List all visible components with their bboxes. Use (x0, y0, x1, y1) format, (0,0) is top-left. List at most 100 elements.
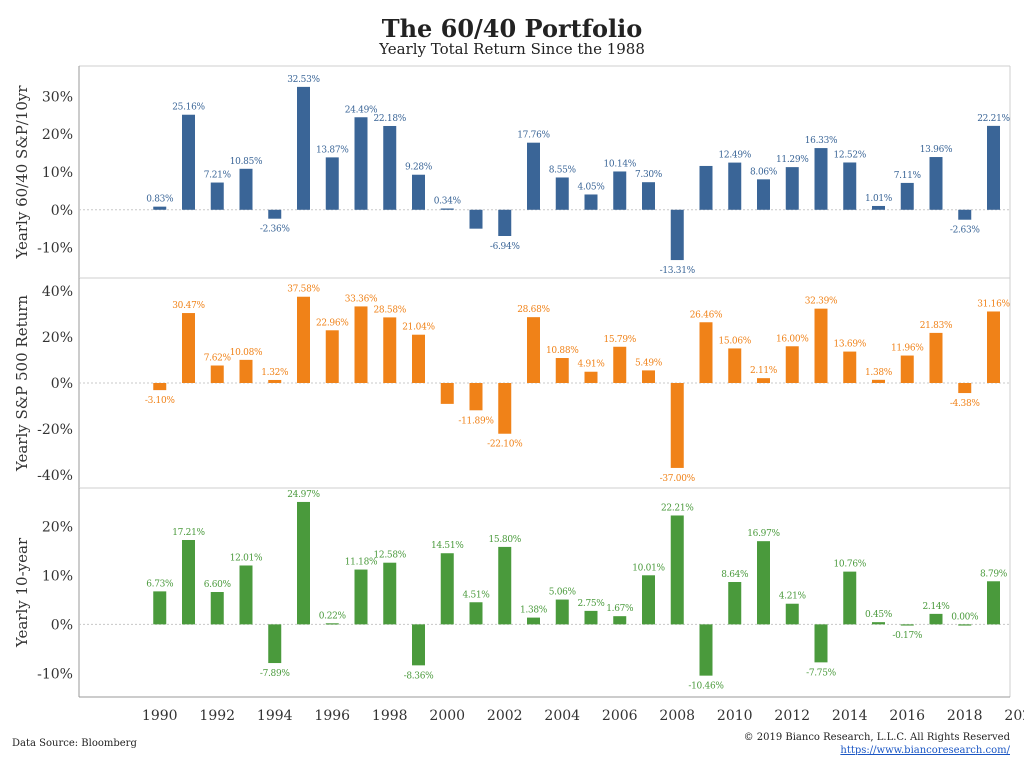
bar-1991 (182, 539, 195, 625)
data-label-2014: 12.52% (833, 150, 866, 160)
data-label-2017: 21.83% (920, 321, 953, 331)
bar-2019 (987, 125, 1000, 210)
data-label-1993: 10.08% (230, 348, 263, 358)
bar-2003 (527, 317, 540, 383)
bar-1991 (182, 313, 195, 383)
bar-2019 (987, 581, 1000, 625)
data-label-2006: 15.79% (603, 335, 636, 345)
bar-1993 (239, 359, 253, 383)
data-label-1997: 33.36% (345, 294, 378, 304)
bar-2008 (670, 383, 684, 468)
data-label-2012: 11.29% (776, 155, 809, 165)
data-label-1994: 1.32% (261, 368, 289, 378)
data-source: Data Source: Bloomberg (12, 738, 137, 749)
y-tick-label: 20% (42, 519, 73, 535)
bar-2002 (498, 546, 512, 625)
bar-2009 (699, 165, 713, 210)
bar-1993 (239, 565, 253, 625)
data-label-2013: 32.39% (805, 297, 838, 307)
bar-2001 (469, 209, 483, 229)
y-axis-label: Yearly S&P 500 Return (13, 295, 31, 473)
bar-2018 (958, 209, 972, 220)
bar-2016 (900, 624, 914, 626)
data-label-2011: 16.97% (747, 529, 780, 539)
y-tick-label: 0% (51, 203, 73, 219)
bar-2012 (785, 167, 799, 210)
bar-1993 (239, 168, 253, 210)
x-tick-label: 1996 (314, 708, 350, 724)
data-label-1997: 24.49% (345, 105, 378, 115)
data-label-2018: 0.00% (951, 612, 979, 622)
bar-2004 (555, 177, 569, 210)
data-label-2013: -7.75% (806, 668, 837, 678)
x-tick-label: 2020 (1004, 708, 1024, 724)
bar-1994 (268, 624, 282, 664)
bar-2017 (929, 157, 943, 210)
data-label-2000: 14.51% (431, 541, 464, 551)
bar-2005 (584, 610, 598, 625)
bar-2001 (469, 383, 483, 411)
x-tick-label: 1994 (257, 708, 293, 724)
bar-1990 (153, 591, 167, 625)
website-link[interactable]: https://www.biancoresearch.com/ (840, 745, 1010, 756)
bar-1995 (297, 296, 310, 383)
data-label-2006: 10.14% (603, 159, 636, 169)
bar-1994 (268, 379, 282, 383)
bar-1998 (383, 562, 397, 625)
data-label-2008: 22.21% (661, 503, 694, 513)
bar-2012 (785, 603, 799, 625)
data-label-2019: 22.21% (977, 114, 1010, 124)
data-label-2002: -22.10% (487, 440, 523, 450)
bar-1996 (325, 623, 339, 625)
bar-2007 (642, 575, 655, 625)
y-tick-label: -40% (37, 468, 73, 484)
bar-2015 (872, 205, 885, 210)
data-label-2014: 10.76% (833, 560, 866, 570)
x-tick-label: 2014 (832, 708, 868, 724)
y-tick-label: -10% (37, 666, 73, 682)
data-label-2006: 1.67% (606, 604, 634, 614)
bar-1990 (153, 206, 167, 210)
data-label-2003: 1.38% (520, 606, 548, 616)
bar-2013 (814, 148, 828, 210)
bar-1992 (210, 592, 224, 625)
y-axis-label: Yearly 60/40 S&P/10yr (13, 85, 31, 260)
bar-2013 (814, 624, 828, 663)
data-label-1994: -2.36% (260, 225, 291, 235)
bar-2015 (872, 622, 885, 625)
data-label-2012: 16.00% (776, 334, 809, 344)
bar-2016 (900, 355, 914, 383)
data-label-2009: 26.46% (690, 310, 723, 320)
data-label-2000: 0.34% (434, 196, 462, 206)
data-label-2004: 10.88% (546, 346, 579, 356)
data-label-1998: 12.58% (373, 551, 406, 561)
bar-2002 (498, 383, 512, 434)
bar-2014 (843, 571, 857, 625)
data-label-1992: 7.21% (204, 171, 232, 181)
bar-2019 (987, 311, 1000, 383)
data-label-1996: 0.22% (319, 611, 347, 621)
bar-2012 (785, 346, 799, 383)
bar-2018 (958, 624, 972, 626)
bar-1994 (268, 209, 282, 219)
data-label-2005: 4.05% (577, 182, 605, 192)
x-tick-label: 2016 (889, 708, 925, 724)
bar-2007 (642, 182, 655, 210)
data-label-1999: -8.36% (404, 671, 435, 681)
data-label-1998: 28.58% (373, 305, 406, 315)
bar-2004 (555, 599, 569, 625)
y-tick-label: 0% (51, 376, 73, 392)
data-label-1996: 22.96% (316, 318, 349, 328)
data-label-2011: 2.11% (750, 366, 778, 376)
bar-1998 (383, 125, 397, 210)
bar-2005 (584, 194, 598, 210)
data-label-1992: 7.62% (204, 354, 232, 364)
bar-2001 (469, 602, 483, 625)
data-label-2003: 17.76% (517, 131, 550, 141)
data-label-2015: 1.01% (865, 194, 893, 204)
data-label-1997: 11.18% (345, 558, 378, 568)
x-axis: 1990 1992 1994 1996 1998 2000 2002 2004 2006 2008… (79, 696, 1024, 724)
data-label-2008: -37.00% (660, 474, 696, 484)
bar-1999 (412, 624, 425, 666)
bar-1992 (210, 365, 224, 383)
